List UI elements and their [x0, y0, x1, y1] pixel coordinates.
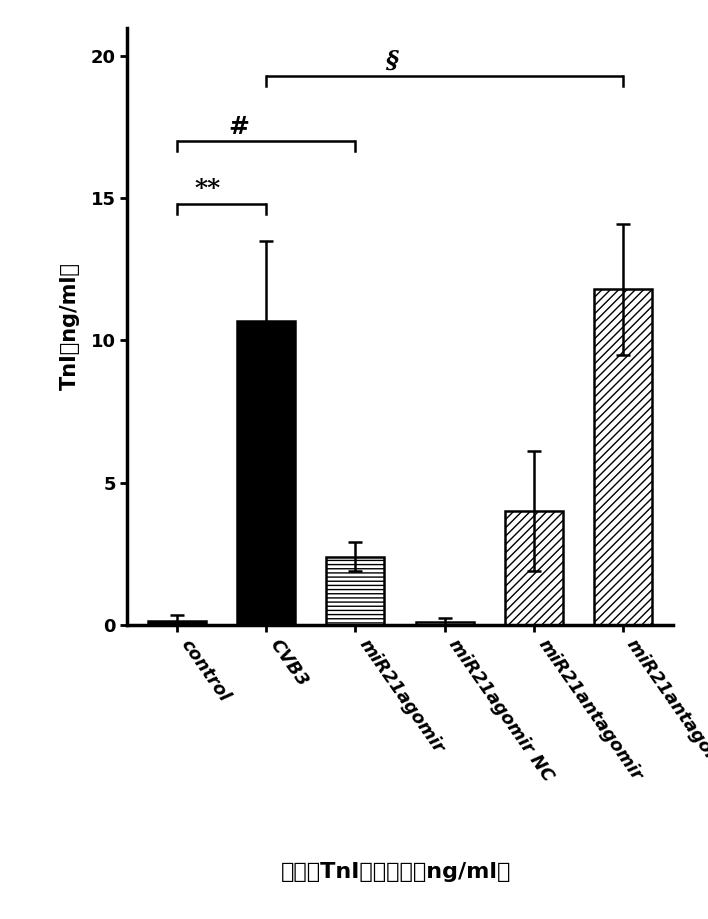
Bar: [416, 622, 474, 625]
Text: §: §: [384, 49, 398, 74]
Text: #: #: [229, 115, 250, 139]
Text: **: **: [195, 177, 221, 201]
Bar: [595, 289, 653, 625]
Bar: [237, 321, 295, 625]
Text: 外周血TnI定量检测（ng/ml）: 外周血TnI定量检测（ng/ml）: [281, 862, 512, 882]
Bar: [505, 511, 563, 625]
Y-axis label: TnI（ng/ml）: TnI（ng/ml）: [59, 262, 79, 391]
Bar: [326, 557, 384, 625]
Bar: [147, 620, 205, 625]
